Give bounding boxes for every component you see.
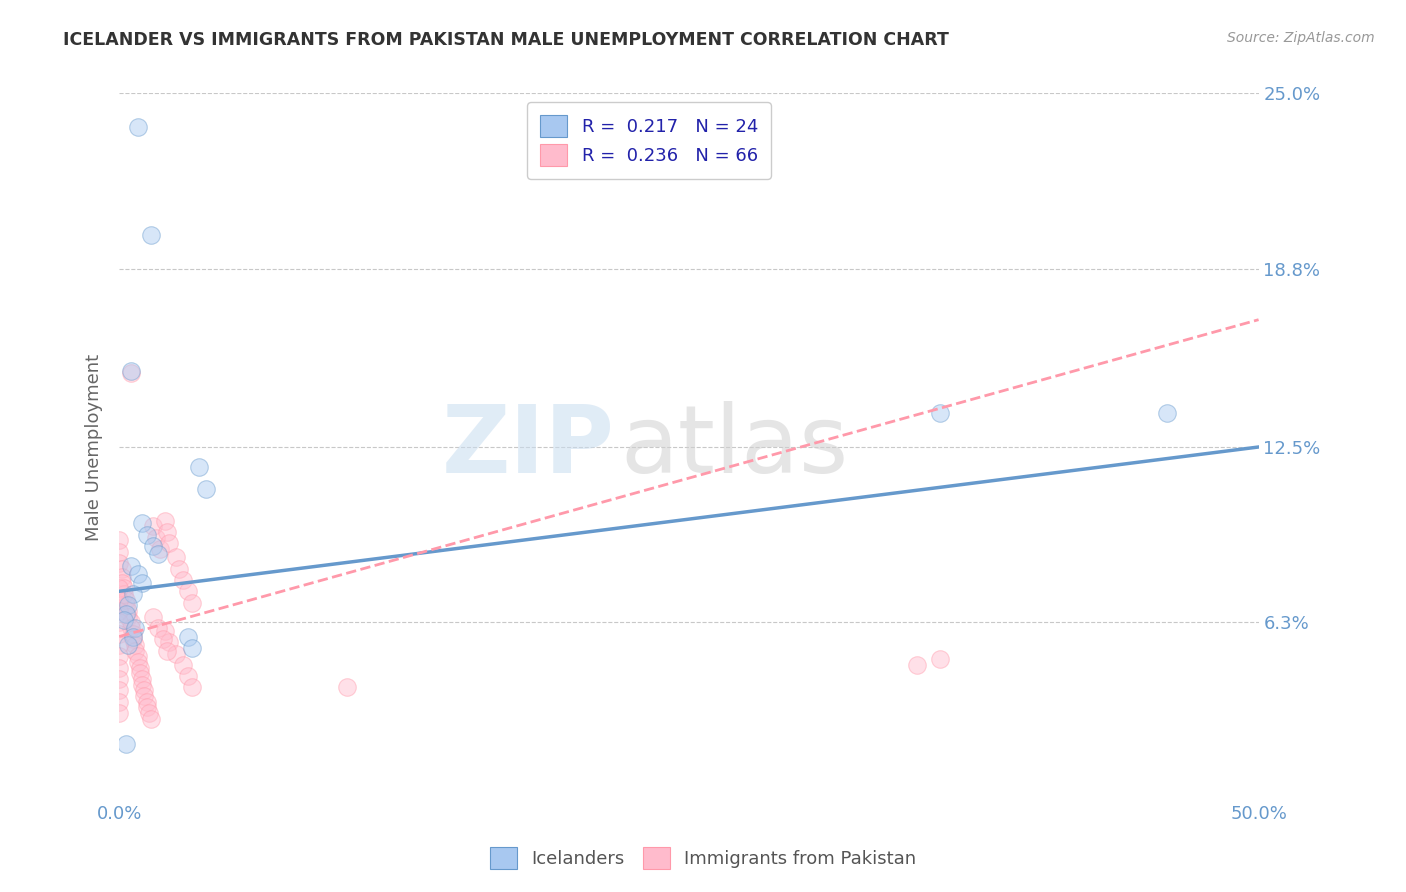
Point <box>124 638 146 652</box>
Point <box>120 363 142 377</box>
Point <box>117 604 139 618</box>
Legend: R =  0.217   N = 24, R =  0.236   N = 66: R = 0.217 N = 24, R = 0.236 N = 66 <box>527 103 770 179</box>
Point <box>117 638 139 652</box>
Point <box>124 643 146 657</box>
Point <box>108 638 131 652</box>
Point <box>110 575 132 590</box>
Point <box>127 649 149 664</box>
Point <box>110 570 132 584</box>
Point <box>194 483 217 497</box>
Point <box>131 672 153 686</box>
Point <box>165 647 187 661</box>
Point <box>135 700 157 714</box>
Point <box>127 120 149 135</box>
Point <box>115 599 138 613</box>
Point <box>131 678 153 692</box>
Point <box>122 630 145 644</box>
Point <box>181 596 204 610</box>
Point <box>128 660 150 674</box>
Point <box>134 683 156 698</box>
Point <box>176 669 198 683</box>
Point <box>108 660 131 674</box>
Point <box>153 624 176 638</box>
Point <box>108 533 131 548</box>
Point <box>108 672 131 686</box>
Point <box>117 599 139 613</box>
Point <box>108 626 131 640</box>
Point <box>108 544 131 558</box>
Legend: Icelanders, Immigrants from Pakistan: Icelanders, Immigrants from Pakistan <box>481 838 925 879</box>
Point <box>122 587 145 601</box>
Point <box>108 649 131 664</box>
Point <box>905 657 928 672</box>
Point <box>336 681 359 695</box>
Point <box>122 626 145 640</box>
Point <box>131 575 153 590</box>
Point <box>181 681 204 695</box>
Text: Source: ZipAtlas.com: Source: ZipAtlas.com <box>1227 31 1375 45</box>
Point <box>181 640 204 655</box>
Point <box>135 695 157 709</box>
Point <box>110 561 132 575</box>
Point <box>112 582 135 596</box>
Point <box>146 548 169 562</box>
Point <box>141 712 163 726</box>
Point <box>108 695 131 709</box>
Point <box>156 524 179 539</box>
Point <box>135 527 157 541</box>
Point <box>152 632 174 647</box>
Point <box>115 592 138 607</box>
Point <box>120 615 142 630</box>
Point <box>141 227 163 242</box>
Text: ICELANDER VS IMMIGRANTS FROM PAKISTAN MALE UNEMPLOYMENT CORRELATION CHART: ICELANDER VS IMMIGRANTS FROM PAKISTAN MA… <box>63 31 949 49</box>
Point <box>117 609 139 624</box>
Point <box>142 519 165 533</box>
Point <box>142 539 165 553</box>
Point <box>131 516 153 531</box>
Point <box>145 531 167 545</box>
Point <box>176 630 198 644</box>
Point <box>120 367 142 381</box>
Point <box>108 582 131 596</box>
Point <box>108 683 131 698</box>
Point <box>176 584 198 599</box>
Point <box>127 655 149 669</box>
Point <box>122 632 145 647</box>
Point <box>165 550 187 565</box>
Point <box>172 657 194 672</box>
Point <box>108 706 131 720</box>
Point <box>108 604 131 618</box>
Point <box>108 592 131 607</box>
Point <box>157 536 180 550</box>
Point <box>120 558 142 573</box>
Point <box>108 615 131 630</box>
Point <box>188 459 211 474</box>
Point <box>172 573 194 587</box>
Point <box>120 621 142 635</box>
Point <box>142 609 165 624</box>
Point <box>156 643 179 657</box>
Point <box>157 635 180 649</box>
Point <box>928 406 950 420</box>
Point <box>127 567 149 582</box>
Text: atlas: atlas <box>620 401 849 493</box>
Point <box>112 613 135 627</box>
Point <box>115 607 138 621</box>
Point <box>153 514 176 528</box>
Point <box>134 689 156 703</box>
Point <box>128 666 150 681</box>
Point <box>928 652 950 666</box>
Point <box>138 706 160 720</box>
Point <box>146 621 169 635</box>
Point <box>167 561 190 575</box>
Point <box>108 556 131 570</box>
Text: ZIP: ZIP <box>441 401 614 493</box>
Point <box>124 621 146 635</box>
Y-axis label: Male Unemployment: Male Unemployment <box>86 353 103 541</box>
Point <box>115 737 138 751</box>
Point <box>1156 406 1178 420</box>
Point <box>112 587 135 601</box>
Point <box>149 541 172 556</box>
